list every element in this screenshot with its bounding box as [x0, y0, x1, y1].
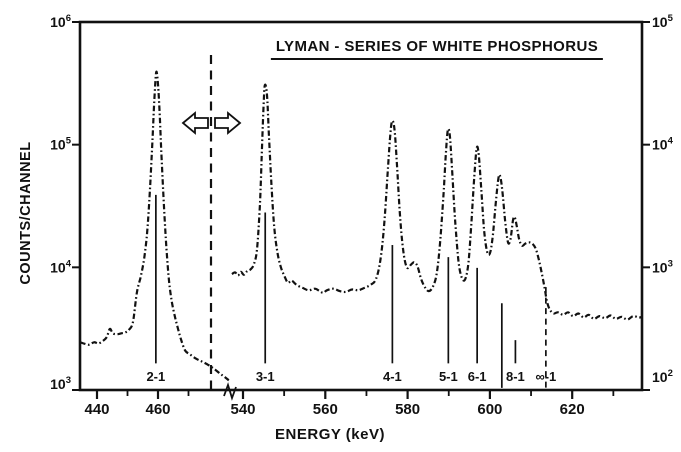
peak-label-1: 3-1 — [256, 369, 275, 384]
right-axis-tick-label-10e4: 104 — [652, 136, 674, 153]
left-axis-tick-label-10e6: 106 — [50, 13, 71, 30]
chart-title: LYMAN - SERIES OF WHITE PHOSPHORUS — [270, 38, 604, 60]
x-axis-tick-label-580: 580 — [395, 401, 420, 418]
peak-label-2: 4-1 — [383, 369, 402, 384]
peak-label-4: 6-1 — [468, 369, 487, 384]
peak-label-0: 2-1 — [146, 369, 165, 384]
x-axis-tick-label-460: 460 — [145, 401, 170, 418]
left-axis-tick-label-10e4: 104 — [50, 258, 72, 275]
spectrum-curve-right-of-break — [231, 83, 641, 321]
x-axis-break-icon — [223, 382, 237, 401]
peak-label-6: 8-1 — [506, 369, 525, 384]
x-axis-tick-label-600: 600 — [477, 401, 502, 418]
right-axis-tick-label-10e3: 103 — [652, 258, 673, 275]
left-axis-tick-label-10e3: 103 — [50, 375, 71, 392]
right-axis-tick-label-10e5: 105 — [652, 13, 674, 30]
x-axis-tick-label-440: 440 — [84, 401, 109, 418]
spectrum-curve-left-of-break — [81, 70, 230, 382]
x-axis-tick-label-620: 620 — [560, 401, 585, 418]
peak-label-3: 5-1 — [439, 369, 458, 384]
x-axis-tick-label-560: 560 — [313, 401, 338, 418]
plot-frame — [78, 20, 644, 392]
y-axis-title: COUNTS/CHANNEL — [18, 141, 34, 285]
right-scale-arrow-icon — [214, 111, 242, 135]
x-axis-title: ENERGY (keV) — [275, 426, 385, 443]
peak-label-7: ∞-1 — [535, 369, 556, 384]
x-axis-tick-label-540: 540 — [230, 401, 255, 418]
right-axis-tick-label-10e2: 102 — [652, 368, 673, 385]
left-scale-arrow-icon — [181, 111, 209, 135]
left-axis-tick-label-10e5: 105 — [50, 136, 72, 153]
